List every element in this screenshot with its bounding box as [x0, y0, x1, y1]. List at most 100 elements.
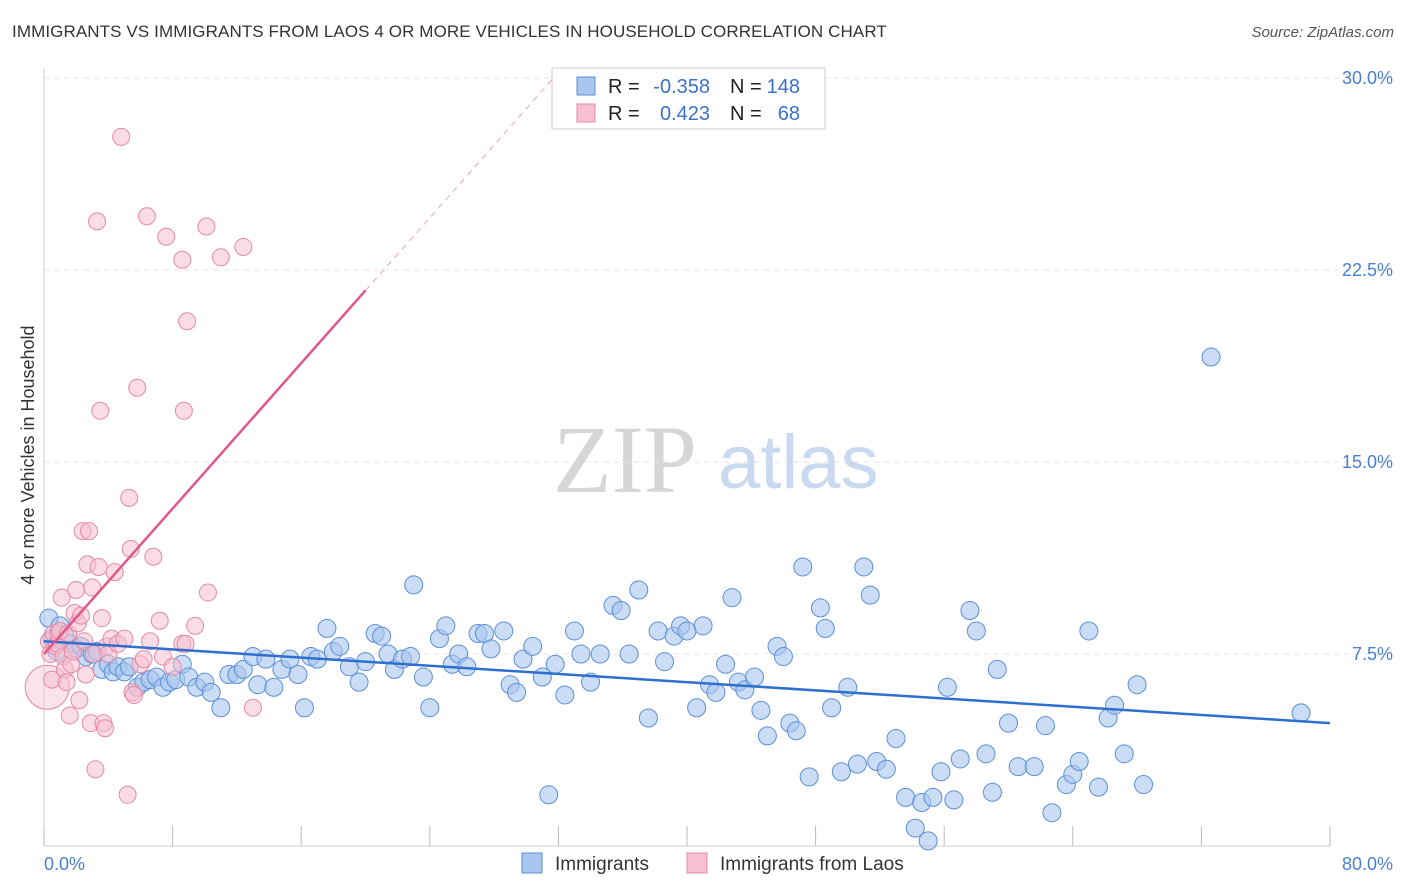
data-point-laos: [96, 719, 115, 738]
data-point-immigrants: [1134, 775, 1154, 795]
data-point-immigrants: [1105, 695, 1125, 715]
data-point-laos: [234, 237, 253, 256]
data-point-laos: [67, 581, 86, 599]
trend-line-immigrants: [43, 639, 1331, 725]
trend-line-laos-extension: [365, 72, 559, 291]
data-point-immigrants: [1035, 716, 1055, 736]
data-point-immigrants: [611, 600, 631, 620]
stats-r-value: -0.358: [653, 76, 710, 98]
series-laos-points: [24, 127, 262, 804]
data-point-laos: [243, 698, 262, 717]
data-point-immigrants: [793, 557, 813, 577]
data-point-laos: [91, 401, 110, 420]
data-point-immigrants: [876, 759, 896, 779]
data-point-immigrants: [571, 644, 591, 664]
data-point-immigrants: [896, 787, 916, 807]
data-point-laos: [150, 611, 169, 630]
data-point-immigrants: [822, 698, 842, 718]
watermark: ZIP atlas: [553, 406, 879, 513]
data-point-immigrants: [923, 787, 943, 807]
data-point-immigrants: [745, 667, 765, 687]
data-point-immigrants: [918, 831, 938, 851]
data-point-laos: [128, 378, 147, 397]
data-point-laos: [174, 401, 193, 420]
data-point-immigrants: [810, 598, 830, 618]
legend-swatch-laos: [686, 852, 708, 874]
data-point-laos: [163, 657, 182, 676]
data-point-laos: [76, 665, 95, 684]
data-point-immigrants: [545, 654, 565, 674]
data-point-immigrants: [1079, 621, 1099, 641]
stats-n-label: N =: [730, 76, 762, 98]
data-point-immigrants: [555, 685, 575, 705]
data-point-immigrants: [944, 790, 964, 810]
data-point-immigrants: [1069, 752, 1089, 772]
data-point-immigrants: [687, 698, 707, 718]
y-tick-label: 22.5%: [1342, 260, 1393, 280]
data-point-laos: [125, 685, 144, 704]
data-point-laos: [92, 609, 111, 628]
axes: [43, 68, 1331, 847]
legend-swatch-immigrants: [521, 852, 543, 874]
data-point-immigrants: [950, 749, 970, 769]
x-tick-labels: 0.0% 80.0%: [44, 854, 1393, 874]
data-point-immigrants: [494, 621, 514, 641]
data-point-immigrants: [1008, 757, 1028, 777]
data-point-laos: [83, 578, 102, 597]
data-point-immigrants: [976, 744, 996, 764]
y-tick-label: 15.0%: [1342, 452, 1393, 472]
data-point-immigrants: [648, 621, 668, 641]
data-point-immigrants: [1127, 675, 1147, 695]
stats-box: R = -0.358 N = 148 R = 0.423 N = 68: [551, 67, 826, 130]
data-point-laos: [86, 760, 105, 779]
data-point-immigrants: [288, 664, 308, 684]
data-point-immigrants: [330, 636, 350, 656]
data-point-laos: [173, 250, 192, 269]
data-point-immigrants: [886, 728, 906, 748]
stats-n-value: 68: [778, 103, 800, 125]
data-point-laos: [198, 583, 217, 602]
data-point-immigrants: [905, 818, 925, 838]
data-point-laos: [186, 616, 205, 635]
data-point-immigrants: [280, 649, 300, 669]
data-point-immigrants: [716, 654, 736, 674]
data-point-immigrants: [815, 618, 835, 638]
data-point-immigrants: [654, 652, 674, 672]
data-point-immigrants: [256, 649, 276, 669]
data-point-laos: [197, 217, 216, 236]
data-point-immigrants: [831, 762, 851, 782]
data-point-laos: [120, 488, 139, 507]
gridlines: [44, 77, 1390, 655]
data-point-immigrants: [523, 636, 543, 656]
data-point-immigrants: [413, 667, 433, 687]
data-point-immigrants: [513, 649, 533, 669]
data-point-laos: [60, 706, 79, 725]
chart-title: IMMIGRANTS VS IMMIGRANTS FROM LAOS 4 OR …: [12, 22, 887, 41]
data-point-immigrants: [960, 600, 980, 620]
data-point-laos: [141, 632, 160, 651]
stats-r-value: 0.423: [660, 103, 710, 125]
data-point-immigrants: [372, 626, 392, 646]
data-point-immigrants: [420, 698, 440, 718]
data-point-immigrants: [1201, 347, 1221, 367]
data-point-immigrants: [401, 647, 421, 667]
data-point-laos: [88, 212, 107, 231]
legend: Immigrants Immigrants from Laos: [521, 852, 904, 875]
data-point-immigrants: [847, 754, 867, 774]
data-point-laos: [112, 127, 131, 146]
data-point-immigrants: [264, 677, 284, 697]
data-point-laos: [89, 557, 108, 576]
data-point-laos: [71, 606, 90, 625]
data-point-immigrants: [751, 700, 771, 720]
data-point-immigrants: [987, 659, 1007, 679]
legend-label-immigrants: Immigrants: [555, 854, 649, 875]
data-point-immigrants: [201, 682, 221, 702]
data-point-immigrants: [860, 585, 880, 605]
x-tick-label-min: 0.0%: [44, 854, 85, 874]
data-point-laos: [118, 785, 137, 804]
stats-swatch-blue: [576, 76, 596, 96]
data-point-laos: [211, 248, 230, 267]
data-point-immigrants: [1024, 757, 1044, 777]
data-point-immigrants: [507, 682, 527, 702]
data-point-immigrants: [211, 698, 231, 718]
